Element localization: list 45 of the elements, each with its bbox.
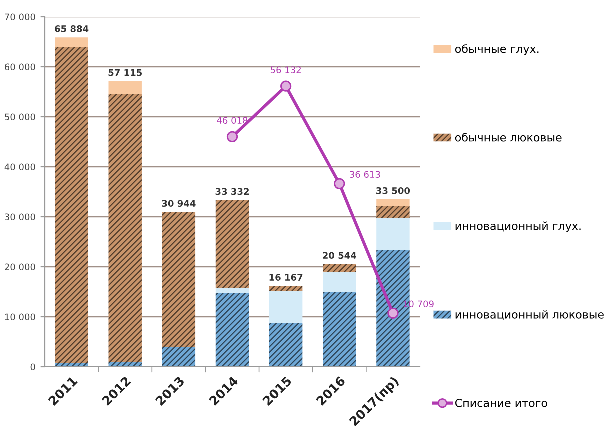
total-label: 33 500: [376, 187, 410, 194]
bar: [269, 291, 303, 323]
bar: [108, 94, 142, 362]
bar: [323, 292, 356, 367]
bar: [108, 81, 142, 94]
bar: [269, 286, 303, 291]
legend-label: инновационный глух.: [456, 222, 581, 232]
bar: [376, 200, 410, 206]
y-tick-label: 0: [30, 364, 36, 371]
bar: [323, 264, 356, 272]
data-label: 56 132: [270, 66, 301, 74]
y-tick-label: 10 000: [5, 314, 36, 321]
y-tick-label: 20 000: [5, 264, 36, 271]
total-label: 16 167: [270, 274, 303, 281]
bar: [162, 212, 196, 347]
y-tick-label: 60 000: [5, 64, 36, 71]
bar: [323, 272, 356, 292]
total-label: 30 944: [162, 200, 196, 208]
legend-label: инновационный люковые: [456, 310, 604, 320]
bar: [216, 293, 250, 367]
total-label: 33 332: [216, 188, 249, 196]
y-tick-label: 50 000: [5, 114, 36, 121]
legend-label: Списание итого: [455, 398, 548, 408]
point: [226, 131, 238, 142]
point: [388, 308, 399, 320]
bar: [55, 38, 88, 47]
bar: [376, 218, 410, 250]
y-tick-label: 70 000: [5, 14, 36, 21]
data-label: 36 613: [350, 171, 380, 178]
data-label: 10 709: [404, 300, 434, 308]
point: [280, 80, 292, 92]
legend-label: обычные люковые: [455, 132, 562, 142]
y-tick-label: 40 000: [4, 164, 36, 171]
bar: [269, 323, 303, 367]
bar: [376, 206, 410, 218]
bar: [216, 288, 250, 293]
legend-label: обычные глух.: [455, 44, 539, 56]
total-label: 20 544: [323, 252, 357, 260]
total-label: 57 115: [108, 69, 142, 76]
bar: [216, 200, 250, 288]
point: [334, 178, 346, 190]
total-label: 65 884: [55, 26, 89, 32]
bar: [162, 347, 196, 367]
y-tick-label: 30 000: [5, 214, 36, 221]
bar: [55, 47, 88, 363]
